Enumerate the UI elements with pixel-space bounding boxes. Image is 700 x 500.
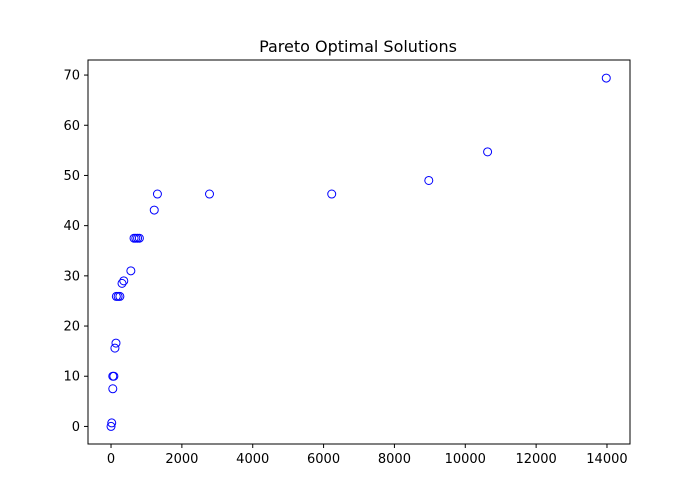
data-point — [117, 278, 127, 288]
data-point — [152, 189, 162, 199]
data-point — [110, 343, 120, 353]
data-point — [111, 338, 121, 348]
data-point — [327, 189, 337, 199]
x-tick-label: 2000 — [165, 452, 198, 467]
data-point — [149, 205, 159, 215]
y-tick-label: 40 — [63, 219, 80, 234]
y-tick-label: 70 — [63, 69, 80, 84]
data-point — [134, 233, 144, 243]
x-tick-label: 12000 — [515, 452, 556, 467]
y-tick-label: 10 — [63, 370, 80, 385]
y-tick-label: 50 — [63, 169, 80, 184]
y-tick-label: 60 — [63, 119, 80, 134]
axes: 0 2000 4000 6000 8000 10000 12000 14000 0 10 20 30 4… — [63, 69, 627, 467]
data-point — [601, 73, 611, 83]
data-point — [109, 371, 119, 381]
data-point — [126, 266, 136, 276]
data-point — [119, 276, 129, 286]
x-tick-label: 14000 — [586, 452, 627, 467]
data-points — [106, 73, 611, 431]
plot-frame — [87, 59, 631, 445]
data-point — [106, 421, 116, 431]
data-point — [424, 175, 434, 185]
data-point — [115, 291, 125, 301]
y-tick-label: 20 — [63, 320, 80, 335]
x-tick-label: 8000 — [378, 452, 411, 467]
y-tick-label: 0 — [72, 420, 80, 435]
data-point — [113, 291, 123, 301]
x-tick-label: 6000 — [307, 452, 340, 467]
chart-title: Pareto Optimal Solutions — [259, 37, 457, 56]
x-tick-label: 0 — [107, 452, 115, 467]
data-point — [483, 147, 493, 157]
data-point — [107, 418, 117, 428]
data-point — [108, 384, 118, 394]
data-point — [205, 189, 215, 199]
x-tick-label: 4000 — [236, 452, 269, 467]
y-tick-label: 30 — [63, 269, 80, 284]
x-tick-label: 10000 — [445, 452, 486, 467]
